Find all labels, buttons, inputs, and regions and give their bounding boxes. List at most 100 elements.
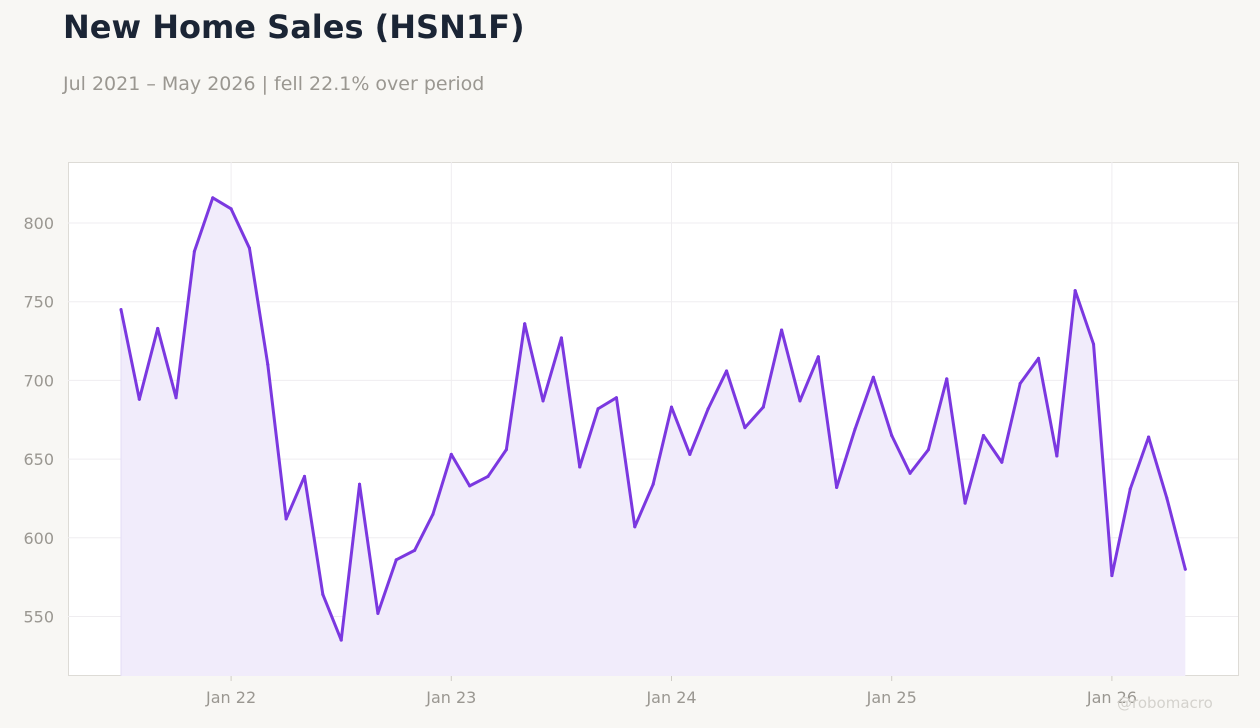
- series-line-segment: [963, 433, 985, 505]
- series-line-segment: [229, 207, 251, 250]
- series-line-segment: [303, 474, 325, 596]
- series-line-segment: [1037, 356, 1059, 458]
- data-point: [266, 363, 270, 367]
- chart-subtitle: Jul 2021 – May 2026 | fell 22.1% over pe…: [63, 73, 485, 95]
- data-point: [1037, 356, 1040, 360]
- series-line-segment: [486, 448, 508, 478]
- series-line-segment: [596, 396, 618, 411]
- series-line-segment: [174, 249, 196, 400]
- data-point: [945, 377, 949, 381]
- series-area-fill: [121, 197, 1186, 677]
- series-line-segment: [156, 326, 178, 400]
- x-tick-label: Jan 22: [205, 688, 256, 707]
- series-line-segment: [651, 405, 673, 486]
- data-point: [816, 355, 820, 359]
- series-line-segment: [559, 336, 582, 469]
- data-point: [229, 207, 233, 211]
- series-line-segment: [614, 396, 637, 529]
- data-point: [981, 433, 985, 437]
- series-line-segment: [981, 433, 1004, 464]
- data-point: [1147, 435, 1151, 439]
- data-point: [725, 369, 729, 373]
- series-line-segment: [468, 474, 490, 488]
- series-line-segment: [1110, 487, 1132, 578]
- series-line-segment: [761, 328, 784, 409]
- series-line-segment: [394, 548, 417, 562]
- series-line-segment: [137, 326, 160, 401]
- x-tick-label: Jan 25: [866, 688, 917, 707]
- data-point: [321, 592, 325, 596]
- series-line-segment: [541, 336, 563, 403]
- data-point: [578, 465, 582, 469]
- data-point: [413, 548, 417, 552]
- series-line-segment: [376, 558, 398, 615]
- data-point: [523, 322, 527, 326]
- data-point: [798, 399, 802, 403]
- data-point: [688, 452, 692, 456]
- series-line-segment: [890, 433, 912, 475]
- y-tick-label: 700: [23, 371, 54, 390]
- data-point: [743, 426, 747, 430]
- series-line-segment: [578, 407, 600, 469]
- series-line-segment: [670, 405, 692, 456]
- data-point: [119, 308, 123, 312]
- series-line-segment: [798, 355, 820, 403]
- data-point: [541, 399, 545, 403]
- series-line-segment: [284, 474, 306, 521]
- series-line-segment: [725, 369, 747, 430]
- series-line-segment: [1165, 496, 1187, 571]
- data-point: [137, 397, 141, 401]
- series-line-segment: [908, 448, 930, 475]
- data-point: [963, 501, 967, 505]
- series-line-segment: [871, 375, 894, 437]
- data-point: [303, 474, 306, 478]
- data-point: [633, 525, 637, 529]
- data-point: [1183, 567, 1187, 571]
- data-point: [1165, 496, 1169, 500]
- series-line-segment: [504, 322, 527, 452]
- series-line-segment: [431, 452, 453, 516]
- data-point: [596, 407, 600, 411]
- data-point: [1092, 342, 1096, 346]
- series-line-segment: [780, 328, 802, 403]
- data-point: [504, 448, 508, 452]
- data-point: [394, 558, 398, 562]
- data-point: [1073, 289, 1077, 293]
- data-point: [559, 336, 563, 340]
- series-line-segment: [119, 308, 141, 401]
- data-point: [376, 611, 380, 615]
- data-point: [211, 196, 215, 200]
- data-point: [1128, 487, 1132, 491]
- data-point: [449, 452, 453, 456]
- series-line-segment: [816, 355, 839, 489]
- series-line-segment: [211, 196, 233, 211]
- watermark: @robomacro: [1117, 694, 1213, 712]
- y-tick-label: 600: [23, 529, 54, 548]
- series-line-segment: [247, 246, 270, 367]
- chart-title: New Home Sales (HSN1F): [63, 8, 525, 46]
- data-point: [835, 485, 839, 489]
- data-point: [780, 328, 784, 332]
- data-point: [926, 448, 930, 452]
- series-line-segment: [449, 452, 472, 488]
- data-point: [1110, 574, 1114, 578]
- y-axis-ticks: 550 600 650 700 750 800: [23, 214, 54, 627]
- series-line-segment: [633, 482, 655, 529]
- series-line-segment: [339, 482, 362, 642]
- series-line-segment: [1000, 382, 1022, 464]
- data-point: [284, 517, 288, 521]
- x-tick-label: Jan 24: [645, 688, 696, 707]
- series-line-segment: [1092, 342, 1114, 578]
- y-tick-label: 650: [23, 450, 54, 469]
- data-point: [468, 484, 472, 488]
- series-line-group: [119, 196, 1187, 642]
- series-line-segment: [1018, 356, 1040, 386]
- series-line-segment: [926, 377, 949, 452]
- series-line-segment: [706, 369, 729, 411]
- series-line-segment: [743, 405, 765, 430]
- x-tick-label: Jan 23: [425, 688, 476, 707]
- series-area: [120, 197, 1186, 677]
- data-point: [853, 427, 857, 431]
- data-point: [761, 405, 765, 409]
